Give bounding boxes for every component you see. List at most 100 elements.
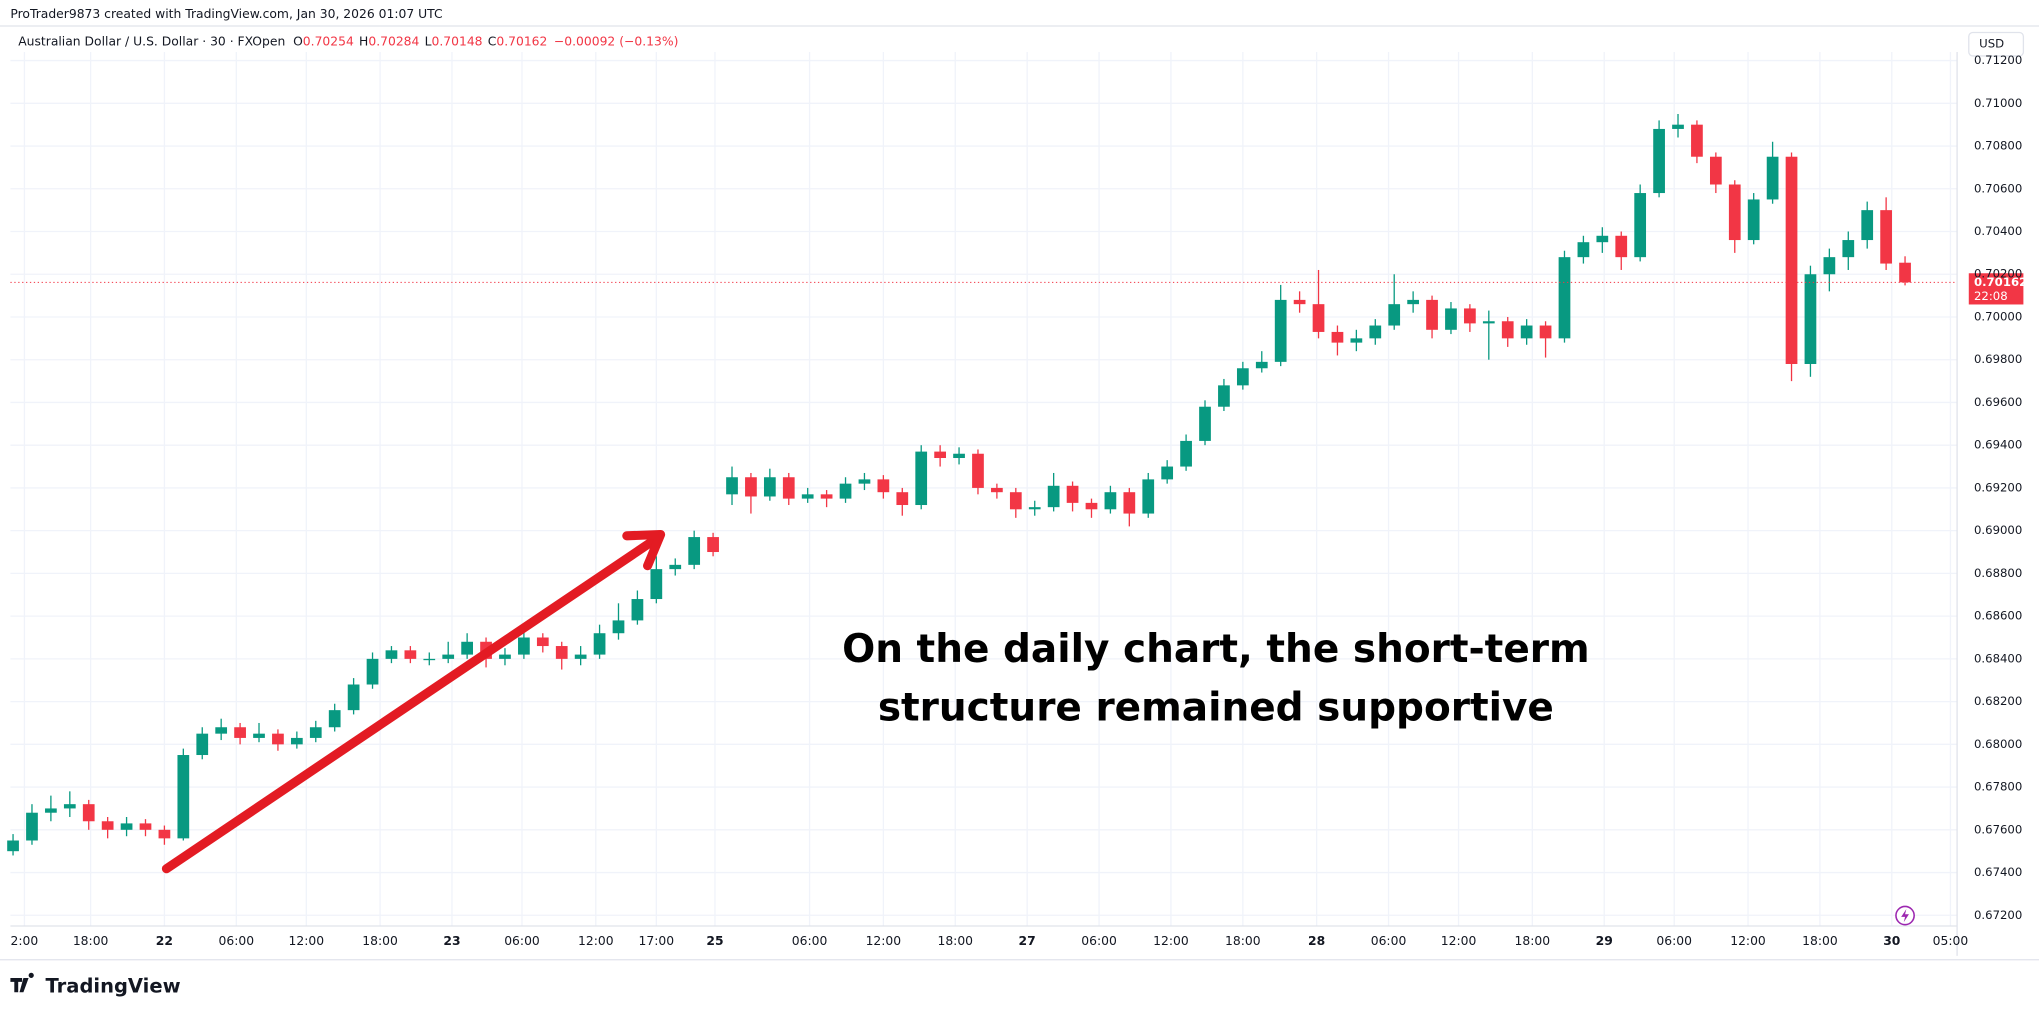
candle-body xyxy=(120,823,133,830)
candle-body xyxy=(896,492,909,506)
candle-body xyxy=(1880,210,1892,264)
x-tick-label: 06:00 xyxy=(1656,934,1692,948)
candle-body xyxy=(915,451,928,506)
candle-body xyxy=(574,654,587,659)
candle-body xyxy=(782,477,795,499)
candle-body xyxy=(1350,338,1363,343)
candle-body xyxy=(669,564,682,570)
last-price-label: 0.70162 xyxy=(1974,275,2027,289)
candle-body xyxy=(1066,485,1079,503)
x-tick-label: 27 xyxy=(1019,934,1036,948)
candle-body xyxy=(1861,210,1874,241)
candle-body xyxy=(1293,299,1306,305)
countdown: 22:08 xyxy=(1974,289,2008,303)
lightning-icon xyxy=(1901,909,1909,923)
y-tick-label: 0.67200 xyxy=(1974,908,2022,922)
y-tick-label: 0.70600 xyxy=(1974,181,2022,195)
ohlc-label: C xyxy=(488,34,497,48)
candle-body xyxy=(536,637,549,647)
y-tick-label: 0.68600 xyxy=(1974,609,2022,623)
candle-body xyxy=(253,733,265,738)
candle-body xyxy=(991,487,1003,493)
candle-body xyxy=(726,477,738,495)
y-tick-label: 0.67400 xyxy=(1974,865,2022,879)
candle-body xyxy=(1142,479,1155,514)
candle-body xyxy=(1426,299,1438,330)
x-tick-label: 28 xyxy=(1308,934,1325,948)
logo xyxy=(10,972,34,993)
candle-body xyxy=(272,733,284,745)
candle-body xyxy=(953,453,965,459)
annotation-arrow-head xyxy=(622,529,666,571)
candle-body xyxy=(1615,235,1628,258)
candle-body xyxy=(1691,124,1703,157)
x-tick-label: 18:00 xyxy=(1225,934,1261,948)
candle-body xyxy=(1520,325,1533,339)
annotation: On the daily chart, the short-term xyxy=(842,627,1590,672)
x-tick-label: 29 xyxy=(1596,934,1613,948)
candle-body xyxy=(934,451,946,459)
x-tick-label: 12:00 xyxy=(866,934,902,948)
x-tick-label: 17:00 xyxy=(639,934,675,948)
candle-body xyxy=(177,755,190,839)
candle-body xyxy=(1728,184,1741,241)
symbol-line: Australian Dollar / U.S. Dollar · 30 · F… xyxy=(18,34,678,48)
candle-body xyxy=(1445,308,1457,330)
y-tick-label: 0.68000 xyxy=(1974,737,2022,751)
y-tick-label: 0.70400 xyxy=(1974,224,2022,238)
candle-body xyxy=(1407,299,1419,305)
x-tick-label: 12:00 xyxy=(289,934,325,948)
candle-body xyxy=(1653,128,1665,194)
candle-body xyxy=(1312,304,1325,332)
candle-body xyxy=(650,569,663,600)
candle-body xyxy=(1899,262,1911,283)
y-tick-label: 0.67800 xyxy=(1974,780,2022,794)
y-tick-label: 0.70000 xyxy=(1974,309,2022,323)
candle-body xyxy=(1785,156,1798,364)
candle-body xyxy=(26,812,38,841)
ohlc-value: 0.70254 xyxy=(303,34,354,48)
candles xyxy=(7,113,1911,856)
y-tick-label: 0.69200 xyxy=(1974,480,2022,494)
candle-body xyxy=(1104,492,1117,510)
candle-body xyxy=(801,494,814,499)
y-tick-label: 0.68400 xyxy=(1974,651,2022,665)
change: −0.00092 (−0.13%) xyxy=(554,34,678,48)
currency-button[interactable] xyxy=(1968,31,2025,57)
candle-body xyxy=(1482,321,1495,324)
candle-body xyxy=(1634,193,1647,258)
candle-body xyxy=(215,727,228,734)
candle-body xyxy=(555,646,568,659)
candle-body xyxy=(1236,368,1249,386)
ohlc-value: 0.70162 xyxy=(496,34,547,48)
candle-body xyxy=(7,840,19,852)
last-price-box xyxy=(1968,273,2024,305)
candle-body xyxy=(820,494,833,499)
candle-body xyxy=(1501,321,1514,339)
x-tick-label: 22 xyxy=(156,934,173,948)
ohlc-value: 0.70148 xyxy=(431,34,482,48)
x-tick-label: 06:00 xyxy=(504,934,540,948)
candle-body xyxy=(612,620,625,634)
candle-body xyxy=(423,658,436,661)
y-tick-label: 0.70200 xyxy=(1974,267,2022,281)
candle-body xyxy=(1747,199,1760,241)
candle-body xyxy=(1085,502,1098,510)
x-tick-label: 25 xyxy=(706,934,723,948)
candle-body xyxy=(158,829,171,839)
candle-body xyxy=(688,537,701,565)
ohlc-label: O xyxy=(293,34,303,48)
candle-body xyxy=(1161,466,1174,480)
x-tick-label: 18:00 xyxy=(937,934,973,948)
candle-body xyxy=(1804,274,1817,364)
x-tick-label: 06:00 xyxy=(792,934,828,948)
candle-body xyxy=(839,483,852,499)
candle-body xyxy=(631,599,644,621)
x-tick-label: 2:00 xyxy=(11,934,39,948)
brand: TradingView xyxy=(46,975,181,998)
y-tick-label: 0.69800 xyxy=(1974,352,2022,366)
candle-body xyxy=(1009,492,1022,510)
candle-body xyxy=(972,453,984,488)
